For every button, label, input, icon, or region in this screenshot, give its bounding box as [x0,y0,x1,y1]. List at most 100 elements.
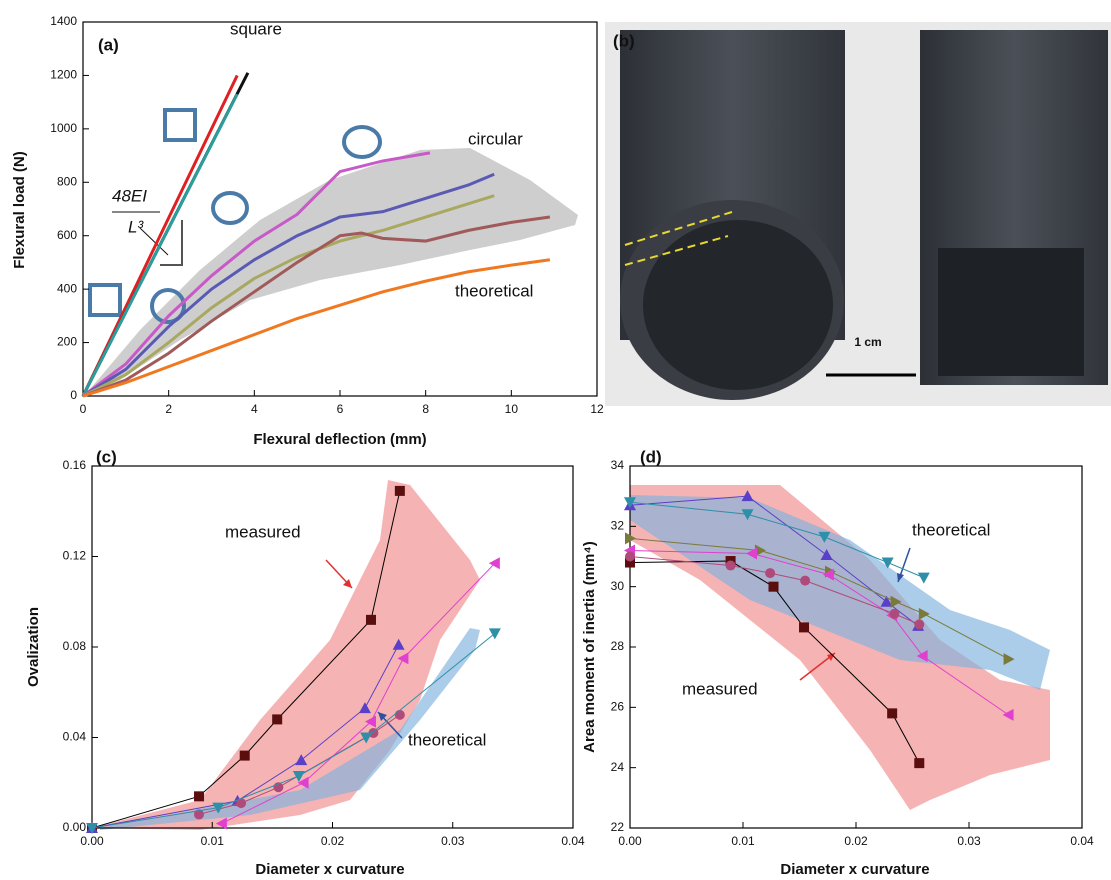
x-axis-label: Flexural deflection (mm) [253,431,426,448]
y-axis-label: Area moment of inertia (mm⁴) [581,541,598,753]
marker [725,560,736,571]
y-tick-label: 30 [611,579,625,593]
series-line [91,490,401,829]
x-tick-label: 0 [80,402,87,416]
y-tick-label: 0 [70,388,77,402]
marker [297,776,309,789]
marker [1003,653,1015,666]
x-tick-label: 12 [590,402,604,416]
x-tick-label: 0.02 [844,834,868,848]
marker [194,791,205,802]
marker [292,770,305,782]
arrows [325,547,911,739]
y-tick-label: 0.04 [63,730,87,744]
marker [358,702,371,714]
x-tick-label: 0.04 [561,834,585,848]
marker [887,708,898,719]
photo [605,22,1111,406]
x-tick-label: 0.04 [1070,834,1094,848]
annotation: theoretical [455,281,533,300]
y-tick-label: 26 [611,700,625,714]
x-tick-label: 0.03 [957,834,981,848]
marker [800,575,811,586]
marker [818,531,831,543]
series-line [82,215,551,398]
marker [86,823,98,834]
marker [881,557,894,569]
y-tick-label: 24 [611,760,625,774]
y-tick-label: 28 [611,639,625,653]
series-line [82,194,495,398]
panel-label: (b) [613,31,635,50]
marker [368,727,379,738]
envelope [85,148,578,395]
marker [746,547,758,560]
series-line [629,560,920,764]
marker [394,485,405,496]
panel-label: (c) [96,447,117,466]
x-tick-label: 0.01 [201,834,225,848]
annotation: square [230,19,282,38]
y-tick-label: 34 [611,458,625,472]
marker [916,650,928,663]
marker [488,557,500,570]
y-tick-label: 32 [611,519,625,533]
annotation: measured [682,679,758,698]
x-tick-label: 8 [422,402,429,416]
x-tick-label: 4 [251,402,258,416]
marker [394,709,405,720]
x-tick-label: 0.01 [731,834,755,848]
marker [272,714,283,725]
y-tick-label: 400 [57,281,77,295]
annotation: theoretical [408,730,486,749]
annotation: circular [468,129,523,148]
marker [365,614,376,625]
y-tick-label: 0.00 [63,820,87,834]
marker [215,817,227,830]
marker [488,628,501,640]
marker [392,638,405,650]
marker [295,754,308,766]
marker [625,551,635,562]
marker [768,581,779,592]
marker [212,802,225,814]
annotation: 48EI [112,186,147,205]
marker [918,607,930,620]
scale-label: 1 cm [854,335,881,349]
y-tick-label: 1200 [50,68,77,82]
y-tick-label: 22 [611,820,625,834]
series-line [82,172,495,398]
marker [890,595,902,608]
marker [917,572,930,584]
y-tick-label: 1000 [50,121,77,135]
icons [88,108,382,324]
marker [822,568,834,581]
x-tick-label: 2 [165,402,172,416]
slope-triangle [160,220,183,266]
panel-label: (a) [98,35,119,54]
marker [397,652,409,665]
marker [239,750,250,761]
y-tick-label: 0.16 [63,458,87,472]
marker [880,595,893,607]
marker [765,568,776,579]
marker [741,509,754,521]
y-tick-label: 0.12 [63,549,87,563]
marker [914,619,925,630]
y-tick-label: 0.08 [63,639,87,653]
marker [754,544,766,557]
panel-label: (d) [640,447,662,466]
y-axis-label: Flexural load (N) [11,151,28,269]
marker [799,622,810,633]
series-line [629,537,1009,660]
marker [236,798,247,809]
marker [624,497,636,509]
series-line [82,258,551,398]
series-line [82,151,431,398]
envelope [630,495,1050,690]
y-tick-label: 600 [57,228,77,242]
x-tick-label: 0.02 [321,834,345,848]
marker [194,809,205,820]
marker [741,490,754,502]
marker [889,608,900,619]
